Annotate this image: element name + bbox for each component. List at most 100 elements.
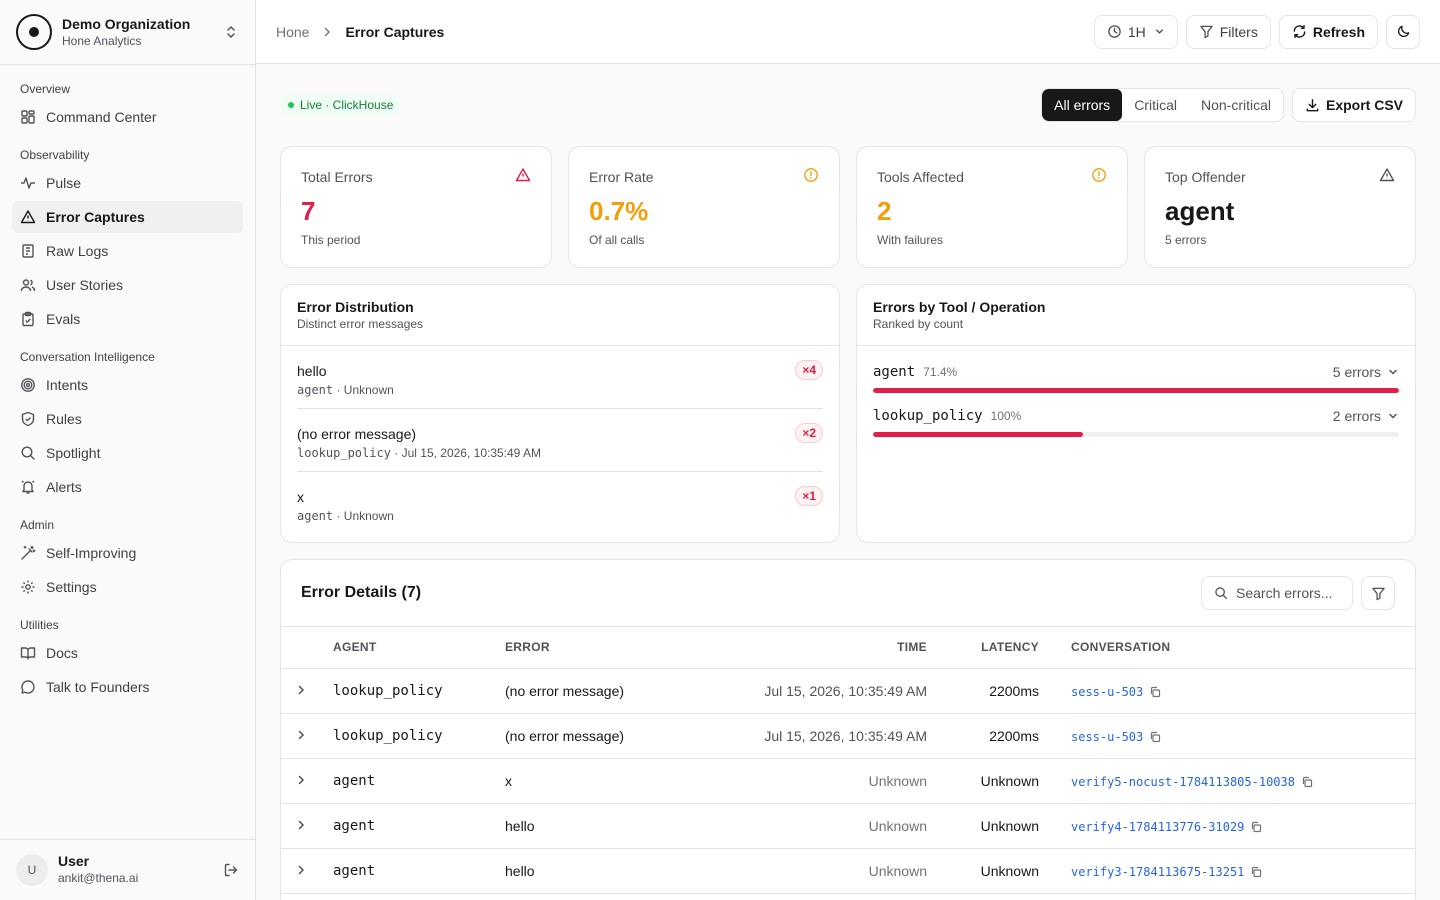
search-icon: [21, 446, 35, 460]
filters-button[interactable]: Filters: [1185, 14, 1271, 49]
chevron-right-icon[interactable]: [295, 864, 307, 876]
column-header-error[interactable]: ERROR: [505, 627, 705, 669]
chevron-right-icon[interactable]: [295, 729, 307, 741]
conversation-link[interactable]: sess-u-503: [1071, 729, 1144, 744]
segment-all-errors[interactable]: All errors: [1042, 89, 1123, 121]
export-csv-button[interactable]: Export CSV: [1291, 88, 1416, 122]
time-range-select[interactable]: 1H: [1093, 14, 1178, 49]
logout-icon[interactable]: [223, 862, 239, 878]
breadcrumb-home[interactable]: Hone: [276, 23, 310, 40]
cell-error: hello: [505, 848, 705, 894]
cell-latency: 2200ms: [927, 713, 1039, 759]
cell-latency: Unknown: [927, 848, 1039, 894]
sidebar-item-raw-logs[interactable]: Raw Logs: [12, 235, 243, 267]
user-name: User: [58, 853, 90, 869]
table-row[interactable]: lookup_policy (no error message) Jul 15,…: [281, 668, 1415, 714]
copy-icon[interactable]: [1250, 821, 1262, 833]
wand-icon: [21, 545, 36, 560]
sidebar-item-settings[interactable]: Settings: [12, 571, 243, 603]
conversation-link[interactable]: verify3-1784113675-13251: [1071, 864, 1245, 879]
distribution-item[interactable]: (no error message) lookup_policy · Jul 1…: [297, 409, 823, 472]
copy-icon[interactable]: [1149, 686, 1161, 698]
stat-subtext: Of all calls: [589, 233, 645, 247]
distribution-count-badge: ×1: [795, 486, 823, 506]
filter-icon: [1199, 25, 1213, 39]
sidebar-item-docs[interactable]: Docs: [12, 637, 243, 669]
conversation-link[interactable]: sess-u-503: [1071, 684, 1144, 699]
conversation-link[interactable]: verify5-nocust-1784113805-10038: [1071, 774, 1295, 789]
refresh-button[interactable]: Refresh: [1278, 14, 1378, 49]
sidebar-item-spotlight[interactable]: Spotlight: [12, 437, 243, 469]
table-filter-button[interactable]: [1361, 576, 1395, 610]
sidebar-item-rules[interactable]: Rules: [12, 403, 243, 435]
sidebar-item-talk-to-founders[interactable]: Talk to Founders: [12, 671, 243, 703]
sidebar-item-user-stories[interactable]: User Stories: [12, 269, 243, 301]
user-email: ankit@thena.ai: [58, 871, 139, 885]
top-header: Hone Error Captures 1H Filters Refresh: [256, 0, 1440, 64]
search-box: [1201, 576, 1353, 610]
chat-icon: [21, 680, 35, 694]
column-header-conversation[interactable]: CONVERSATION: [1039, 627, 1415, 669]
alert-triangle-icon: [515, 168, 531, 182]
table-row[interactable]: agent x Unknown Unknown verify5-nocust-1…: [281, 758, 1415, 804]
org-switcher[interactable]: Demo Organization Hone Analytics: [0, 0, 255, 65]
chevron-right-icon: [325, 27, 331, 36]
tool-error-item[interactable]: lookup_policy 100% 2 errors: [873, 390, 1399, 437]
sidebar-item-label: Evals: [46, 311, 81, 327]
segment-non-critical[interactable]: Non-critical: [1200, 97, 1271, 113]
sidebar-item-label: Self-Improving: [46, 545, 137, 561]
copy-icon[interactable]: [1250, 866, 1262, 878]
errors-by-tool-panel: Errors by Tool / Operation Ranked by cou…: [856, 284, 1416, 543]
sidebar-item-self-improving[interactable]: Self-Improving: [12, 537, 243, 569]
column-header-time[interactable]: TIME: [705, 627, 927, 669]
sidebar-item-command-center[interactable]: Command Center: [12, 101, 243, 133]
distribution-item[interactable]: hello agent · Unknown ×4: [297, 346, 823, 409]
panel-subtitle: Ranked by count: [873, 317, 964, 331]
table-row[interactable]: agent hello Unknown Unknown verify3-1784…: [281, 848, 1415, 894]
chevron-right-icon[interactable]: [295, 684, 307, 696]
sidebar-item-error-captures[interactable]: Error Captures: [12, 201, 243, 233]
search-errors-input[interactable]: [1236, 585, 1340, 601]
chevron-down-icon[interactable]: [1387, 366, 1399, 378]
stat-card-error-rate: Error Rate 0.7% Of all calls: [568, 146, 840, 268]
stat-subtext: This period: [301, 233, 361, 247]
grid-icon: [21, 110, 35, 124]
sidebar-item-pulse[interactable]: Pulse: [12, 167, 243, 199]
theme-toggle-button[interactable]: [1386, 14, 1420, 49]
chevron-down-icon[interactable]: [1387, 410, 1399, 422]
distribution-tool: agent: [297, 383, 334, 397]
tool-error-item[interactable]: agent 71.4% 5 errors: [873, 346, 1399, 393]
chevron-right-icon[interactable]: [295, 819, 307, 831]
nav-heading: Overview: [20, 82, 71, 96]
user-profile: U User ankit@thena.ai: [0, 839, 255, 900]
copy-icon[interactable]: [1149, 731, 1161, 743]
users-icon: [20, 279, 36, 292]
sidebar-item-evals[interactable]: Evals: [12, 303, 243, 335]
stat-card-tools-affected: Tools Affected 2 With failures: [856, 146, 1128, 268]
sidebar-item-intents[interactable]: Intents: [12, 369, 243, 401]
breadcrumb: Hone Error Captures: [276, 24, 444, 40]
segment-critical[interactable]: Critical: [1134, 97, 1177, 113]
nav-section-utilities: Utilities Docs Talk to Founders: [0, 615, 255, 703]
table-row[interactable]: lookup_policy (no error message) Jul 15,…: [281, 713, 1415, 759]
sidebar-item-label: Alerts: [46, 479, 82, 495]
sidebar-item-alerts[interactable]: Alerts: [12, 471, 243, 503]
stat-value: 2: [877, 196, 892, 226]
cell-latency: 2200ms: [927, 668, 1039, 714]
table-row[interactable]: agent hello Unknown Unknown verify4-1784…: [281, 803, 1415, 849]
sidebar-item-label: Talk to Founders: [46, 679, 150, 695]
filters-label: Filters: [1219, 23, 1258, 40]
chevron-right-icon[interactable]: [295, 774, 307, 786]
sidebar-item-label: Settings: [46, 579, 97, 595]
distribution-item[interactable]: x agent · Unknown ×1: [297, 472, 823, 535]
distribution-tool: agent: [297, 509, 334, 523]
copy-icon[interactable]: [1301, 776, 1313, 788]
stat-label: Error Rate: [589, 169, 654, 185]
nav-heading: Observability: [20, 148, 90, 162]
live-status-label: Live · ClickHouse: [300, 98, 394, 112]
column-header-latency[interactable]: LATENCY: [927, 627, 1039, 669]
conversation-link[interactable]: verify4-1784113776-31029: [1071, 819, 1245, 834]
column-header-agent[interactable]: AGENT: [333, 627, 505, 669]
org-subtitle: Hone Analytics: [62, 33, 142, 48]
column-header-expand: [281, 627, 333, 669]
